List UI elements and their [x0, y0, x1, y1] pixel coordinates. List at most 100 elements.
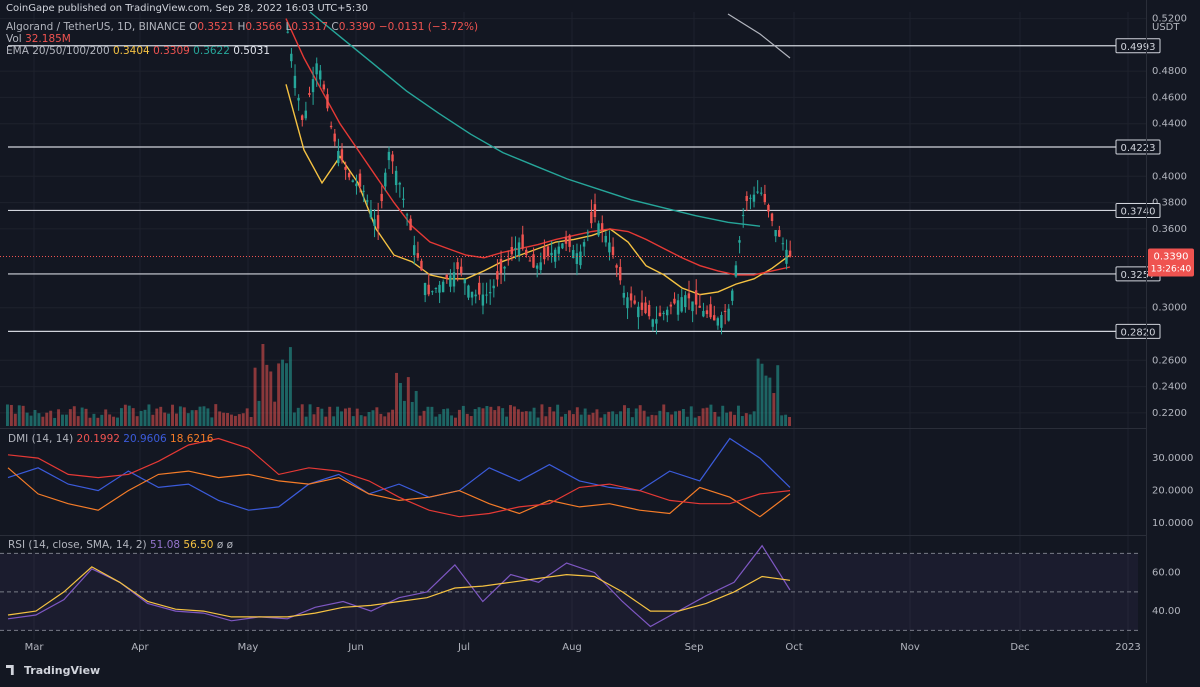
ema-legend[interactable]: EMA 20/50/100/200 0.3404 0.3309 0.3622 0… — [6, 45, 270, 57]
candle-body — [543, 247, 546, 260]
candle-body — [478, 282, 481, 295]
candle-body — [669, 304, 673, 307]
volume-bar — [603, 414, 607, 426]
pane-separator-rsi[interactable] — [0, 535, 1146, 536]
candle-body — [441, 281, 445, 293]
volume-bar — [237, 414, 241, 426]
volume-bar — [371, 410, 375, 426]
candle-body — [445, 274, 448, 279]
volume-bar — [96, 417, 100, 426]
volume-bar — [61, 414, 64, 426]
volume-bar — [556, 404, 560, 426]
volume-bar — [320, 408, 324, 426]
candle-body — [680, 297, 683, 312]
volume-legend[interactable]: Vol 32.185M — [6, 33, 71, 45]
volume-bar — [591, 412, 595, 426]
candle-body — [409, 218, 412, 231]
candle-body — [557, 246, 560, 254]
volume-bar — [230, 414, 233, 426]
candle-body — [532, 254, 535, 268]
rsi-legend[interactable]: RSI (14, close, SMA, 14, 2) 51.08 56.50 … — [8, 539, 233, 551]
volume-bar — [505, 416, 509, 426]
volume-bar — [442, 409, 446, 426]
candle-body — [691, 301, 694, 312]
volume-bar — [112, 416, 116, 426]
level-label-3: 0.3257 — [1121, 270, 1156, 281]
candle-body — [539, 262, 542, 271]
candle-body — [586, 232, 589, 234]
volume-bar — [288, 347, 292, 426]
volume-bar — [316, 406, 320, 426]
level-label-box-2 — [1115, 202, 1161, 218]
y-tick-label-0-2600: 0.2600 — [1152, 355, 1187, 366]
volume-bar — [379, 413, 383, 426]
volume-group — [6, 343, 791, 426]
candle-body — [467, 285, 470, 298]
dmi-legend[interactable]: DMI (14, 14) 20.1992 20.9606 18.6216 — [8, 433, 213, 445]
candle-body — [329, 125, 333, 128]
candle-body — [655, 319, 658, 324]
volume-bar — [367, 411, 371, 426]
pane-separator-dmi[interactable] — [0, 428, 1146, 429]
dmi-tick-2: 10.0000 — [1152, 518, 1193, 529]
x-tick-label-apr: Apr — [131, 642, 149, 653]
tradingview-logo-icon — [6, 665, 14, 675]
currency-label: USDT — [1152, 22, 1180, 33]
symbol-name[interactable]: Algorand / TetherUS, 1D, BINANCE — [6, 21, 186, 33]
volume-bar — [402, 400, 406, 426]
volume-bar — [733, 414, 736, 426]
candle-body — [380, 193, 383, 202]
volume-bar — [308, 404, 312, 426]
candle-body — [778, 230, 781, 237]
candle-body — [727, 308, 730, 321]
volume-bar — [552, 411, 556, 426]
volume-bar — [540, 404, 544, 426]
volume-bar — [634, 408, 638, 426]
ema50-value: 0.3309 — [153, 45, 190, 57]
volume-bar — [615, 414, 619, 426]
candle-body — [702, 310, 705, 317]
candle-body — [308, 93, 311, 95]
dmi-adx-value: 20.1992 — [76, 433, 120, 445]
candle-body — [459, 266, 463, 273]
volume-bar — [721, 405, 725, 426]
volume-bar — [135, 416, 139, 426]
volume-bar — [607, 411, 611, 426]
volume-bar — [45, 412, 49, 426]
volume-bar — [520, 411, 524, 426]
volume-bar — [359, 415, 363, 426]
rsi-tick-0: 60.00 — [1152, 568, 1181, 579]
x-tick-label-jun: Jun — [347, 642, 364, 653]
level-label-2: 0.3740 — [1121, 206, 1156, 217]
volume-bar — [623, 405, 626, 426]
candle-body — [431, 291, 434, 293]
candle-body — [402, 198, 405, 200]
symbol-legend[interactable]: Algorand / TetherUS, 1D, BINANCE O0.3521… — [6, 21, 478, 33]
candle-body — [528, 260, 532, 262]
volume-bar — [343, 408, 347, 426]
volume-bar — [736, 405, 740, 426]
volume-bar — [399, 382, 402, 426]
candle-body — [362, 190, 365, 192]
candle-body — [488, 292, 492, 294]
candle-body — [600, 223, 604, 230]
volume-bar — [744, 413, 748, 426]
dmi-adx-line — [7, 437, 791, 518]
volume-bar — [253, 367, 257, 426]
candle-body — [398, 182, 401, 185]
volume-bar — [650, 414, 654, 426]
volume-bar — [143, 409, 147, 426]
volume-bar — [76, 416, 80, 426]
candle-body — [572, 250, 575, 259]
ema-label: EMA 20/50/100/200 — [6, 45, 110, 57]
level-label-box-0 — [1115, 38, 1161, 54]
tradingview-logo[interactable]: TradingView — [6, 664, 100, 677]
volume-bar — [312, 414, 316, 426]
volume-bar — [21, 405, 25, 426]
candle-body — [763, 194, 766, 203]
volume-bar — [501, 408, 505, 426]
volume-bar — [171, 404, 174, 426]
y-tick-label-0-3800: 0.3800 — [1152, 198, 1187, 209]
